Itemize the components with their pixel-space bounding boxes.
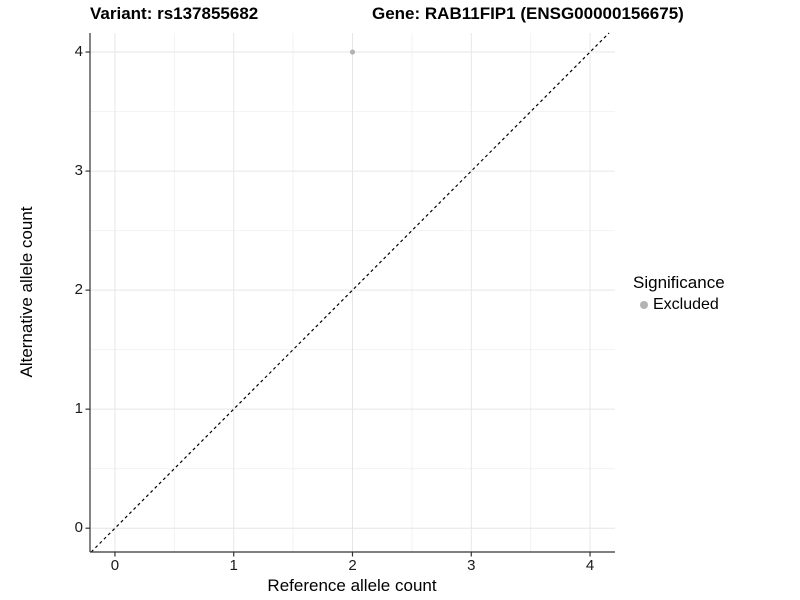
gene-title: Gene: RAB11FIP1 (ENSG00000156675) <box>372 4 684 23</box>
x-tick-label: 4 <box>585 557 595 574</box>
x-tick-label: 2 <box>348 557 357 574</box>
x-tick-label: 1 <box>229 557 238 574</box>
y-tick-label: 1 <box>74 400 83 418</box>
y-tick-label: 0 <box>74 519 83 537</box>
y-tick-label: 2 <box>74 281 83 299</box>
legend-item-label: Excluded <box>653 296 719 313</box>
excluded-point-swatch-icon <box>640 301 648 309</box>
y-tick-label: 3 <box>74 162 83 180</box>
legend-item-excluded: Excluded <box>633 295 725 315</box>
x-tick-label: 3 <box>467 557 476 574</box>
identity-line <box>90 32 610 553</box>
legend-title: Significance <box>633 273 725 292</box>
variant-title: Variant: rs137855682 <box>90 4 259 23</box>
x-axis-title: Reference allele count <box>267 576 437 595</box>
data-point <box>349 49 356 55</box>
y-tick-label: 4 <box>74 43 83 61</box>
legend: Significance Excluded <box>633 272 725 315</box>
y-axis-title: Alternative allele count <box>17 206 36 378</box>
x-tick-label: 0 <box>110 557 120 574</box>
